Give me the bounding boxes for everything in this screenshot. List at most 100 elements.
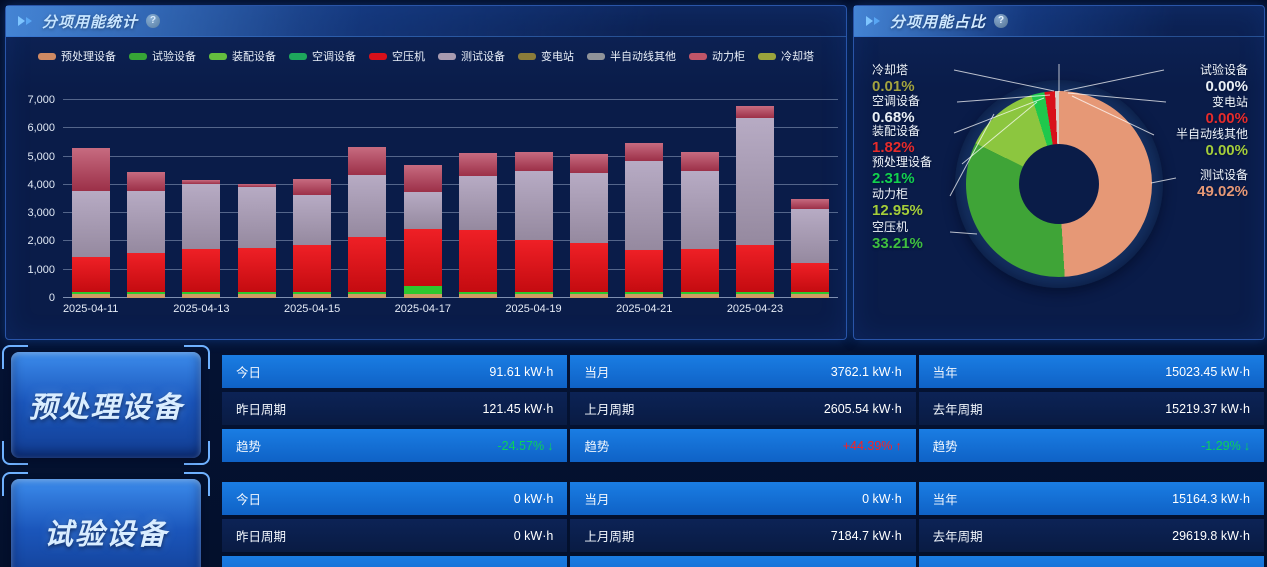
bar-column[interactable] [237,184,276,298]
legend-item[interactable]: 动力柜 [689,48,745,64]
bar-segment [680,294,719,298]
pie-label-name: 动力柜 [872,187,909,201]
pie-label-percent: 0.00% [1205,110,1248,127]
bar-segment [791,294,830,298]
metric-value: +44.39% ↑ [842,438,902,453]
bar-column[interactable] [348,147,387,298]
donut-hole [1019,144,1099,224]
bar-column[interactable] [735,106,774,298]
y-axis-tick-label: 3,000 [27,207,55,220]
bar-segment [348,294,387,298]
bar-segment [403,192,442,229]
gridline [63,212,838,214]
bar-column[interactable] [293,179,332,298]
y-axis-tick-label: 7,000 [27,94,55,106]
equipment-title-card: 预处理设备 [2,345,210,465]
metric-cell: 趋势 +44.39% ↑ [570,429,916,462]
metric-row: 今日 91.61 kW·h 当月 3762.1 kW·h 当年 15023.45 kW·h [222,355,1264,388]
bar-column[interactable] [182,180,221,298]
bar-segment [293,195,332,245]
bar-column[interactable] [127,172,166,298]
bracket-corner [184,472,210,496]
bar-segment [348,237,387,292]
legend-swatch [587,52,605,60]
legend-item[interactable]: 变电站 [518,48,574,64]
bar-segment [791,209,830,263]
bar-segment [71,191,110,257]
metric-cell: 趋势 -24.57% ↓ [222,429,568,462]
bar-column[interactable] [71,148,110,298]
metric-cell: 当月 0 kW·h [570,482,916,515]
pie-callout-label: 空压机 33.21% [872,220,923,254]
legend-item[interactable]: 测试设备 [438,48,505,64]
metric-label: 上月周期 [584,530,635,544]
metric-label: 今日 [236,366,262,380]
bar-column[interactable] [569,154,608,298]
legend-swatch [518,52,536,60]
metric-value: 2605.54 kW·h [823,401,902,416]
legend-label: 装配设备 [232,51,276,63]
x-axis-tick-label: 2025-04-19 [505,303,562,315]
bar-segment [625,143,664,161]
metric-value: 0 kW·h [513,528,554,543]
bar-column[interactable] [459,153,498,298]
metric-cell: 昨日周期 121.45 kW·h [222,392,568,425]
bar-segment [791,292,830,294]
legend-item[interactable]: 试验设备 [129,48,196,64]
y-axis-tick-label: 1,000 [27,263,55,276]
help-icon[interactable]: ? [994,14,1009,28]
bar-segment [569,294,608,298]
bar-segment [680,152,719,171]
legend-swatch [758,52,776,60]
bar-segment [403,286,442,294]
bar-segment [791,199,830,209]
bar-column[interactable] [680,152,719,298]
legend-label: 变电站 [541,51,574,63]
metric-value: 91.61 kW·h [489,364,554,379]
bar-column[interactable] [625,143,664,298]
bar-segment [514,152,553,171]
bar-segment [293,179,332,195]
legend-item[interactable]: 预处理设备 [38,48,116,64]
pie-callout-label: 预处理设备 2.31% [872,155,932,189]
bar-chart-panel: 分项用能统计 ? 预处理设备 试验设备 装配设备 空调设备 空压机 测试设备 变电站 半自动线… [5,5,847,340]
legend-item[interactable]: 空压机 [369,48,425,64]
metric-label: 上月周期 [584,403,635,417]
x-axis-tick-label: 2025-04-17 [394,303,451,315]
bar-segment [237,248,276,292]
metric-label: 趋势 [932,440,958,454]
legend-label: 空压机 [392,51,425,63]
bar-segment [403,229,442,286]
y-axis-tick-label: 6,000 [27,122,55,135]
legend-item[interactable]: 空调设备 [289,48,356,64]
legend-item[interactable]: 半自动线其他 [587,48,676,64]
metric-table: 今日 91.61 kW·h 当月 3762.1 kW·h 当年 15023.45 kW·h… [222,355,1264,462]
bar-segment [127,191,166,253]
legend-label: 动力柜 [712,51,745,63]
bar-segment [459,153,498,176]
bar-segment [182,184,221,249]
legend-label: 冷却塔 [781,51,814,63]
metric-row: 趋势 -24.57% ↓ 趋势 +44.39% ↑ 趋势 -1.29% ↓ [222,429,1264,462]
bar-segment [71,292,110,294]
bar-segment [625,161,664,250]
pie-callout-label: 试验设备 0.00% [1200,63,1248,97]
bar-segment [348,175,387,237]
bar-segment [127,292,166,294]
legend-item[interactable]: 装配设备 [209,48,276,64]
bar-column[interactable] [791,199,830,298]
bar-segment [735,292,774,294]
metric-value: 0 kW·h [862,491,902,506]
legend-label: 试验设备 [152,51,196,63]
bar-column[interactable] [403,165,442,298]
bar-segment [735,294,774,298]
equipment-title: 试验设备 [43,519,168,551]
bar-segment [680,292,719,294]
bar-segment [71,257,110,292]
help-icon[interactable]: ? [146,14,161,28]
bar-column[interactable] [514,152,553,298]
metric-cell: 今日 91.61 kW·h [222,355,568,388]
pie-label-percent: 0.00% [1205,78,1248,95]
legend-item[interactable]: 冷却塔 [758,48,814,64]
bracket-corner [184,441,210,465]
